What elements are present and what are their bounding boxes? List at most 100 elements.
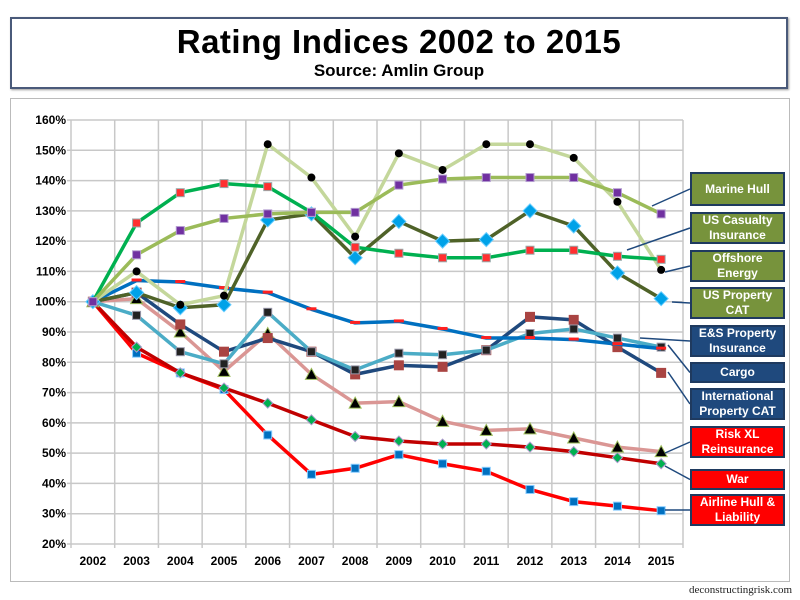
data-point	[218, 382, 230, 394]
data-point	[611, 451, 624, 464]
leader-line	[651, 188, 691, 207]
data-point	[174, 367, 186, 379]
data-point	[219, 359, 229, 369]
data-point	[263, 307, 273, 317]
series-war	[87, 296, 667, 470]
data-point	[219, 346, 229, 357]
data-point	[525, 245, 535, 255]
data-point	[394, 450, 404, 460]
series-label: International Property CAT	[690, 388, 785, 420]
data-point	[438, 253, 448, 263]
data-point	[612, 188, 622, 198]
data-point	[176, 300, 185, 309]
data-point	[394, 248, 404, 258]
data-point	[612, 333, 622, 343]
data-point	[347, 250, 363, 266]
data-point	[436, 438, 449, 450]
x-tick-label: 2009	[386, 554, 413, 568]
y-tick-label: 150%	[35, 143, 66, 157]
series-label: US Property CAT	[690, 287, 785, 319]
data-point	[525, 311, 535, 322]
data-point	[482, 140, 491, 149]
data-point	[175, 226, 185, 236]
data-point	[351, 232, 360, 241]
data-point	[349, 430, 361, 443]
data-point	[656, 506, 666, 516]
data-point	[175, 188, 185, 198]
data-point	[262, 290, 273, 294]
x-tick-label: 2013	[560, 554, 587, 568]
data-point	[569, 153, 578, 162]
data-point	[478, 231, 494, 248]
series-marine-hull	[88, 173, 666, 307]
chart-subtitle: Source: Amlin Group	[313, 61, 485, 80]
y-tick-label: 20%	[42, 537, 66, 551]
x-tick-label: 2004	[167, 554, 194, 568]
data-point	[435, 414, 450, 427]
data-point	[612, 501, 622, 511]
data-point	[569, 173, 579, 183]
data-point	[305, 414, 318, 426]
x-tick-label: 2008	[342, 554, 369, 568]
data-point	[131, 278, 142, 282]
data-point	[612, 251, 622, 261]
leader-line	[667, 344, 691, 373]
leader-line	[626, 227, 691, 251]
chart-area	[10, 98, 790, 582]
data-point	[437, 361, 448, 372]
data-point	[132, 218, 142, 228]
data-point	[525, 336, 535, 340]
data-point	[656, 209, 666, 219]
data-point	[654, 444, 668, 458]
series-line	[92, 300, 662, 372]
data-point	[522, 203, 538, 219]
data-point	[610, 440, 625, 453]
data-point	[350, 463, 360, 473]
leader-line	[667, 371, 691, 405]
y-tick-label: 160%	[35, 113, 66, 127]
x-tick-label: 2011	[473, 554, 499, 568]
data-point	[348, 396, 362, 409]
data-point	[438, 350, 448, 360]
series-label: US Casualty Insurance	[690, 212, 785, 244]
data-point	[523, 421, 537, 435]
series-line	[92, 278, 662, 351]
data-point	[524, 441, 536, 453]
data-point	[438, 165, 447, 174]
data-point	[350, 369, 361, 380]
data-point	[175, 280, 186, 284]
y-tick-label: 130%	[35, 204, 66, 218]
data-point	[306, 469, 316, 479]
data-point	[566, 218, 582, 234]
data-point	[263, 209, 273, 219]
data-point	[569, 324, 579, 334]
data-point	[479, 423, 494, 436]
x-tick-label: 2010	[429, 554, 456, 568]
series-label: Airline Hull & Liability	[690, 494, 785, 526]
series-label: Risk XL Reinsurance	[690, 426, 785, 458]
data-point	[219, 179, 229, 189]
data-point	[219, 286, 229, 290]
series-label: Marine Hull	[690, 172, 785, 206]
x-tick-label: 2007	[298, 554, 325, 568]
y-tick-label: 40%	[42, 476, 66, 490]
footer-source: deconstructingrisk.com	[689, 584, 792, 596]
data-point	[219, 213, 229, 223]
data-point	[262, 397, 274, 409]
leader-line	[664, 441, 691, 454]
data-point	[220, 291, 228, 300]
data-point	[438, 174, 448, 184]
title-box: Rating Indices 2002 to 2015 Source: Amli…	[10, 17, 788, 89]
data-point	[657, 265, 666, 274]
series-line	[91, 142, 663, 307]
leader-line	[639, 337, 691, 342]
x-tick-label: 2012	[517, 554, 544, 568]
data-point	[350, 242, 360, 252]
data-point	[306, 207, 316, 217]
series-line	[91, 175, 662, 303]
series-offshore-energy	[88, 140, 666, 309]
data-point	[612, 342, 623, 353]
data-point	[434, 233, 451, 249]
leader-line	[671, 301, 691, 304]
